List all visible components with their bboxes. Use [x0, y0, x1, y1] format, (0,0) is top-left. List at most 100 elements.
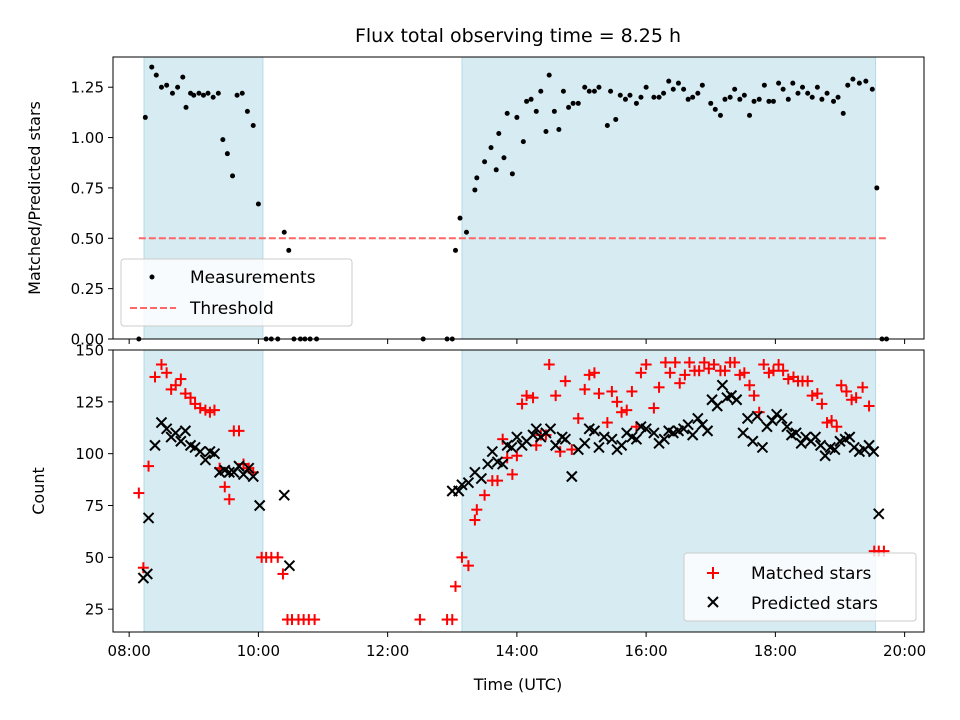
predicted-star-point	[223, 466, 236, 479]
predicted-star-point	[747, 435, 759, 447]
matched-star-point	[185, 392, 197, 404]
measurement-point	[524, 98, 530, 104]
matched-star-point	[223, 493, 235, 505]
matched-star-point	[277, 568, 289, 580]
measurement-point	[608, 88, 614, 94]
top-legend-box	[120, 258, 353, 327]
measurement-point	[175, 84, 181, 90]
predicted-star-point	[549, 439, 562, 452]
measurement-point	[643, 84, 649, 90]
matched-star-point	[554, 446, 566, 458]
predicted-star-point	[741, 412, 754, 425]
matched-star-point	[626, 385, 638, 397]
measurement-point	[234, 92, 240, 98]
predicted-star-point	[278, 489, 290, 501]
matched-star-point	[516, 398, 528, 410]
matched-star-point	[579, 383, 591, 395]
matched-star-point	[683, 356, 695, 368]
chart-title: Flux total observing time = 8.25 h	[355, 25, 681, 47]
bottom-axes-frame	[112, 349, 925, 633]
matched-star-point	[521, 390, 533, 402]
matched-star-point	[414, 614, 426, 626]
matched-star-point	[621, 404, 633, 416]
measurement-point	[591, 88, 597, 94]
measurement-point	[856, 80, 862, 86]
measurement-point	[814, 84, 820, 90]
matched-star-point	[491, 475, 503, 487]
matched-star-point	[816, 398, 828, 410]
matched-star-point	[469, 514, 481, 526]
matched-star-point	[606, 385, 618, 397]
matched-star-point	[758, 359, 770, 371]
measurement-point	[286, 247, 292, 253]
measurement-point	[250, 122, 256, 128]
matched-star-point	[471, 504, 483, 516]
measurement-point	[780, 86, 786, 92]
predicted-star-point	[194, 445, 206, 458]
predicted-star-point	[579, 437, 591, 450]
predicted-star-point	[829, 443, 841, 456]
predicted-star-point	[511, 431, 523, 443]
measurement-point	[546, 72, 552, 78]
x-tick-label: 16:00	[625, 642, 668, 660]
measurement-point	[790, 80, 796, 86]
measurement-point	[566, 104, 572, 110]
matched-star-point	[309, 614, 321, 626]
matched-star-point	[219, 481, 231, 493]
matched-star-point	[616, 406, 628, 418]
measurement-point	[452, 247, 458, 253]
matched-star-point	[653, 381, 665, 393]
measurement-point	[281, 229, 287, 235]
predicted-star-point	[648, 427, 660, 439]
matched-star-point	[583, 369, 595, 381]
matched-star-point	[133, 487, 145, 499]
predicted-star-point	[588, 425, 601, 437]
measurement-point	[850, 76, 856, 82]
predicted-star-point	[795, 437, 807, 450]
measurement-point	[142, 114, 148, 120]
measurement-point	[805, 90, 811, 96]
measurement-point	[819, 96, 825, 102]
measurement-point	[582, 84, 588, 90]
y-tick-label: 75	[85, 497, 104, 515]
x-tick-label: 20:00	[883, 642, 926, 660]
measurement-point	[196, 90, 202, 96]
predicted-star-point	[593, 441, 605, 454]
matched-star-point	[593, 388, 605, 400]
y-tick-label: 150	[75, 342, 104, 360]
measurement-point	[504, 110, 510, 116]
matched-star-point	[635, 367, 647, 379]
measurement-point	[831, 98, 837, 104]
measurement-point	[543, 129, 549, 135]
measurement-point	[501, 155, 507, 161]
legend-matched-label: Matched stars	[751, 564, 871, 584]
predicted-star-point	[199, 454, 212, 466]
measurement-point	[712, 106, 718, 112]
predicted-star-point	[790, 427, 802, 439]
predicted-star-point	[615, 439, 628, 452]
predicted-star-point	[242, 462, 255, 474]
matched-star-point	[835, 379, 847, 391]
measurement-point	[795, 90, 801, 96]
matched-star-point	[708, 359, 720, 371]
measurement-point	[863, 78, 869, 84]
measurement-point	[708, 100, 714, 106]
predicted-star-point	[283, 559, 296, 572]
top-axes: 0.00 0.25 0.50 0.75 1.00 1.25 Flux total obse…	[25, 25, 925, 349]
predicted-star-point	[141, 568, 153, 580]
predicted-star-point	[692, 412, 704, 425]
matched-star-point	[648, 402, 660, 414]
predicted-star-point	[686, 429, 699, 441]
predicted-star-point	[814, 439, 827, 452]
predicted-star-point	[496, 458, 509, 470]
measurement-point	[604, 122, 610, 128]
predicted-star-point	[701, 425, 714, 437]
matched-star-point	[744, 379, 756, 391]
measurement-point	[661, 90, 667, 96]
measurement-point	[488, 145, 494, 151]
predicted-star-point	[873, 508, 885, 520]
legend-measurements-label: Measurements	[190, 268, 316, 288]
measurement-point	[874, 185, 880, 191]
legend-predicted-label: Predicted stars	[751, 594, 878, 614]
